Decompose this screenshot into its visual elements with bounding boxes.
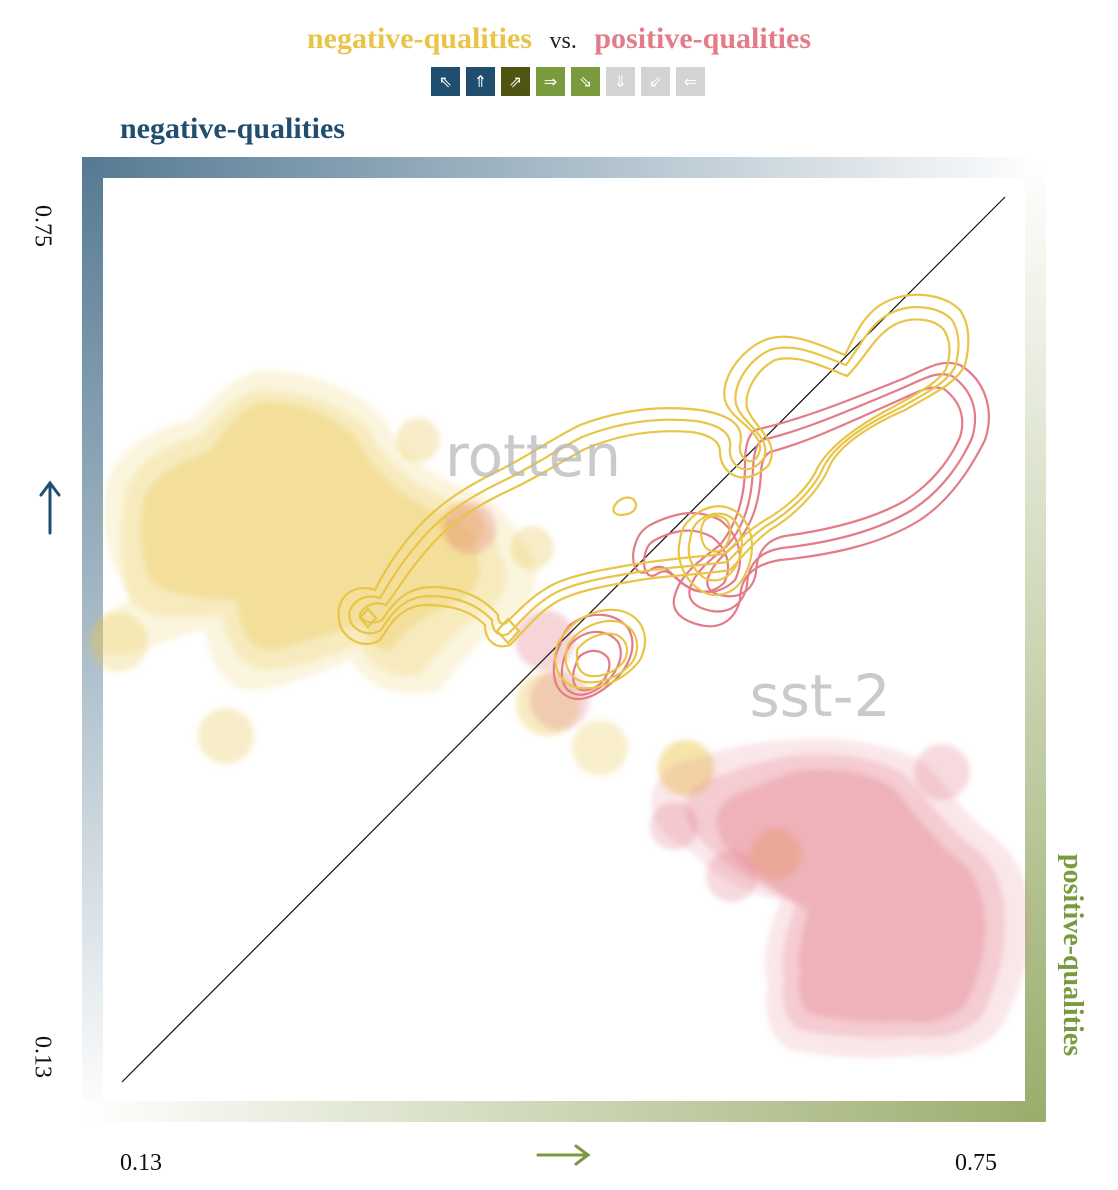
pos-contour-2 [688, 373, 977, 613]
x-tick-min: 0.13 [120, 1150, 162, 1176]
legend-arrow-6: ⇓ [606, 67, 635, 96]
frame-bottom [82, 1101, 1046, 1122]
legend-arrow-7: ⇙ [641, 67, 670, 96]
sst2-blob-3 [706, 850, 758, 902]
legend-arrow-5: ⇘ [571, 67, 600, 96]
title-positive: positive-qualities [594, 22, 812, 55]
neg-contour-5 [687, 512, 743, 582]
legend-arrow-3: ⇗ [501, 67, 530, 96]
pos-contour-5 [642, 529, 730, 593]
sst2-blob-2 [650, 802, 698, 850]
neg-contour-9 [575, 632, 629, 678]
neg-contour-8 [564, 619, 639, 684]
legend-arrow-1: ⇖ [431, 67, 460, 96]
sst2-blob-1 [914, 744, 970, 800]
reference-diagonal [121, 196, 1006, 1083]
x-tick-max: 0.75 [955, 1150, 997, 1176]
title-vs: vs. [549, 28, 577, 54]
y-axis-title: negative-qualities [120, 112, 345, 145]
neg-contour-11 [495, 617, 521, 645]
rotten-blob-4 [510, 526, 554, 570]
rotten-blob-6 [572, 720, 628, 776]
neg-contour-4 [677, 505, 754, 597]
neg-contour-7 [553, 608, 647, 690]
neg-contour-2 [348, 306, 960, 637]
neg-contour-10 [612, 496, 638, 517]
positive-contours [552, 361, 990, 701]
legend-arrow-2: ⇑ [466, 67, 495, 96]
rotten-blob-1 [88, 612, 148, 672]
negative-contours [337, 293, 970, 690]
sst2-blob-6 [530, 670, 590, 730]
direction-legend: ⇖ ⇑ ⇗ ⇒ ⇘ ⇓ ⇙ ⇐ [431, 67, 705, 96]
neg-contour-6 [699, 515, 732, 553]
rotten-blob-2 [198, 708, 254, 764]
neg-contour-12 [358, 607, 378, 629]
neg-contour-1 [337, 293, 970, 648]
sst2-density-inner [716, 769, 985, 1023]
pos-contour-6 [552, 613, 634, 701]
rotten-density-inner [140, 401, 480, 651]
label-sst-2: sst-2 [749, 662, 890, 730]
legend-arrow-4: ⇒ [536, 67, 565, 96]
sst2-blob-4 [444, 502, 496, 554]
x-axis-arrow [536, 1144, 591, 1166]
sst2-density [444, 502, 1030, 1058]
chart-title: negative-qualities vs. positive-qualitie… [0, 22, 1118, 56]
label-rotten: rotten [445, 422, 621, 490]
legend-arrow-8: ⇐ [676, 67, 705, 96]
frame-right [1025, 157, 1046, 1122]
rotten-blob-3 [396, 418, 440, 462]
title-negative: negative-qualities [306, 22, 532, 55]
y-axis-arrow [39, 480, 61, 535]
frame-top [82, 157, 1046, 178]
